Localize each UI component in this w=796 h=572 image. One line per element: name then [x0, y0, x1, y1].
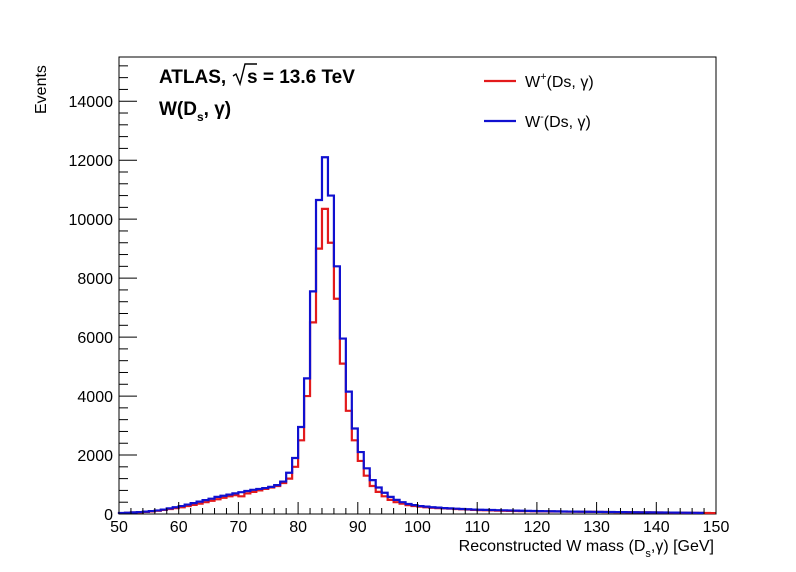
- x-tick-label: 120: [524, 519, 551, 536]
- sqrt-s-label: s = 13.6 TeV: [232, 63, 355, 88]
- x-axis-label: Reconstructed W mass (Ds,γ) [GeV]: [459, 538, 714, 560]
- x-axis-label-main: Reconstructed W mass (D: [459, 538, 646, 555]
- x-axis-label-sub: s: [645, 548, 651, 560]
- legend-entry-w-plus: W+(Ds, γ): [484, 71, 594, 91]
- x-tick-label: 70: [230, 519, 248, 536]
- process-label-sub: s: [197, 110, 204, 124]
- plot-frame: [118, 56, 717, 515]
- y-tick-label: 2000: [77, 448, 113, 465]
- x-tick-label: 90: [349, 519, 367, 536]
- x-tick-label: 80: [289, 519, 307, 536]
- y-tick-label: 6000: [77, 330, 113, 347]
- process-label-tail: , γ): [204, 99, 231, 120]
- process-label: W(Ds, γ): [159, 99, 231, 124]
- y-axis-label: Events: [33, 65, 50, 114]
- sqrt-sign-icon: [232, 63, 257, 87]
- x-tick-label: 130: [583, 519, 610, 536]
- x-tick-label: 140: [643, 519, 670, 536]
- x-axis-label-tail: ,γ) [GeV]: [651, 538, 714, 555]
- x-tick-label: 50: [110, 519, 128, 536]
- atlas-label: ATLAS,: [159, 67, 226, 88]
- svg-text:s = 13.6 TeV: s = 13.6 TeV: [247, 67, 355, 88]
- process-label-main: W(D: [159, 99, 197, 120]
- svg-text:W+(Ds, γ): W+(Ds, γ): [525, 71, 594, 91]
- series-line-1: [117, 156, 705, 515]
- x-tick-label: 100: [404, 519, 431, 536]
- y-tick-label: 0: [104, 507, 113, 524]
- y-tick-label: 10000: [69, 212, 114, 229]
- y-tick-label: 8000: [77, 271, 113, 288]
- y-tick-label: 12000: [69, 153, 114, 170]
- series-line-0: [117, 207, 716, 515]
- legend-entry-w-minus: W-(Ds, γ): [484, 111, 591, 131]
- svg-text:W-(Ds, γ): W-(Ds, γ): [525, 111, 591, 131]
- x-tick-label: 150: [703, 519, 730, 536]
- legend: W+(Ds, γ) W-(Ds, γ): [484, 71, 594, 131]
- y-tick-label: 4000: [77, 389, 113, 406]
- x-tick-label: 60: [170, 519, 188, 536]
- x-tick-label: 110: [464, 519, 490, 536]
- y-tick-label: 14000: [69, 94, 114, 111]
